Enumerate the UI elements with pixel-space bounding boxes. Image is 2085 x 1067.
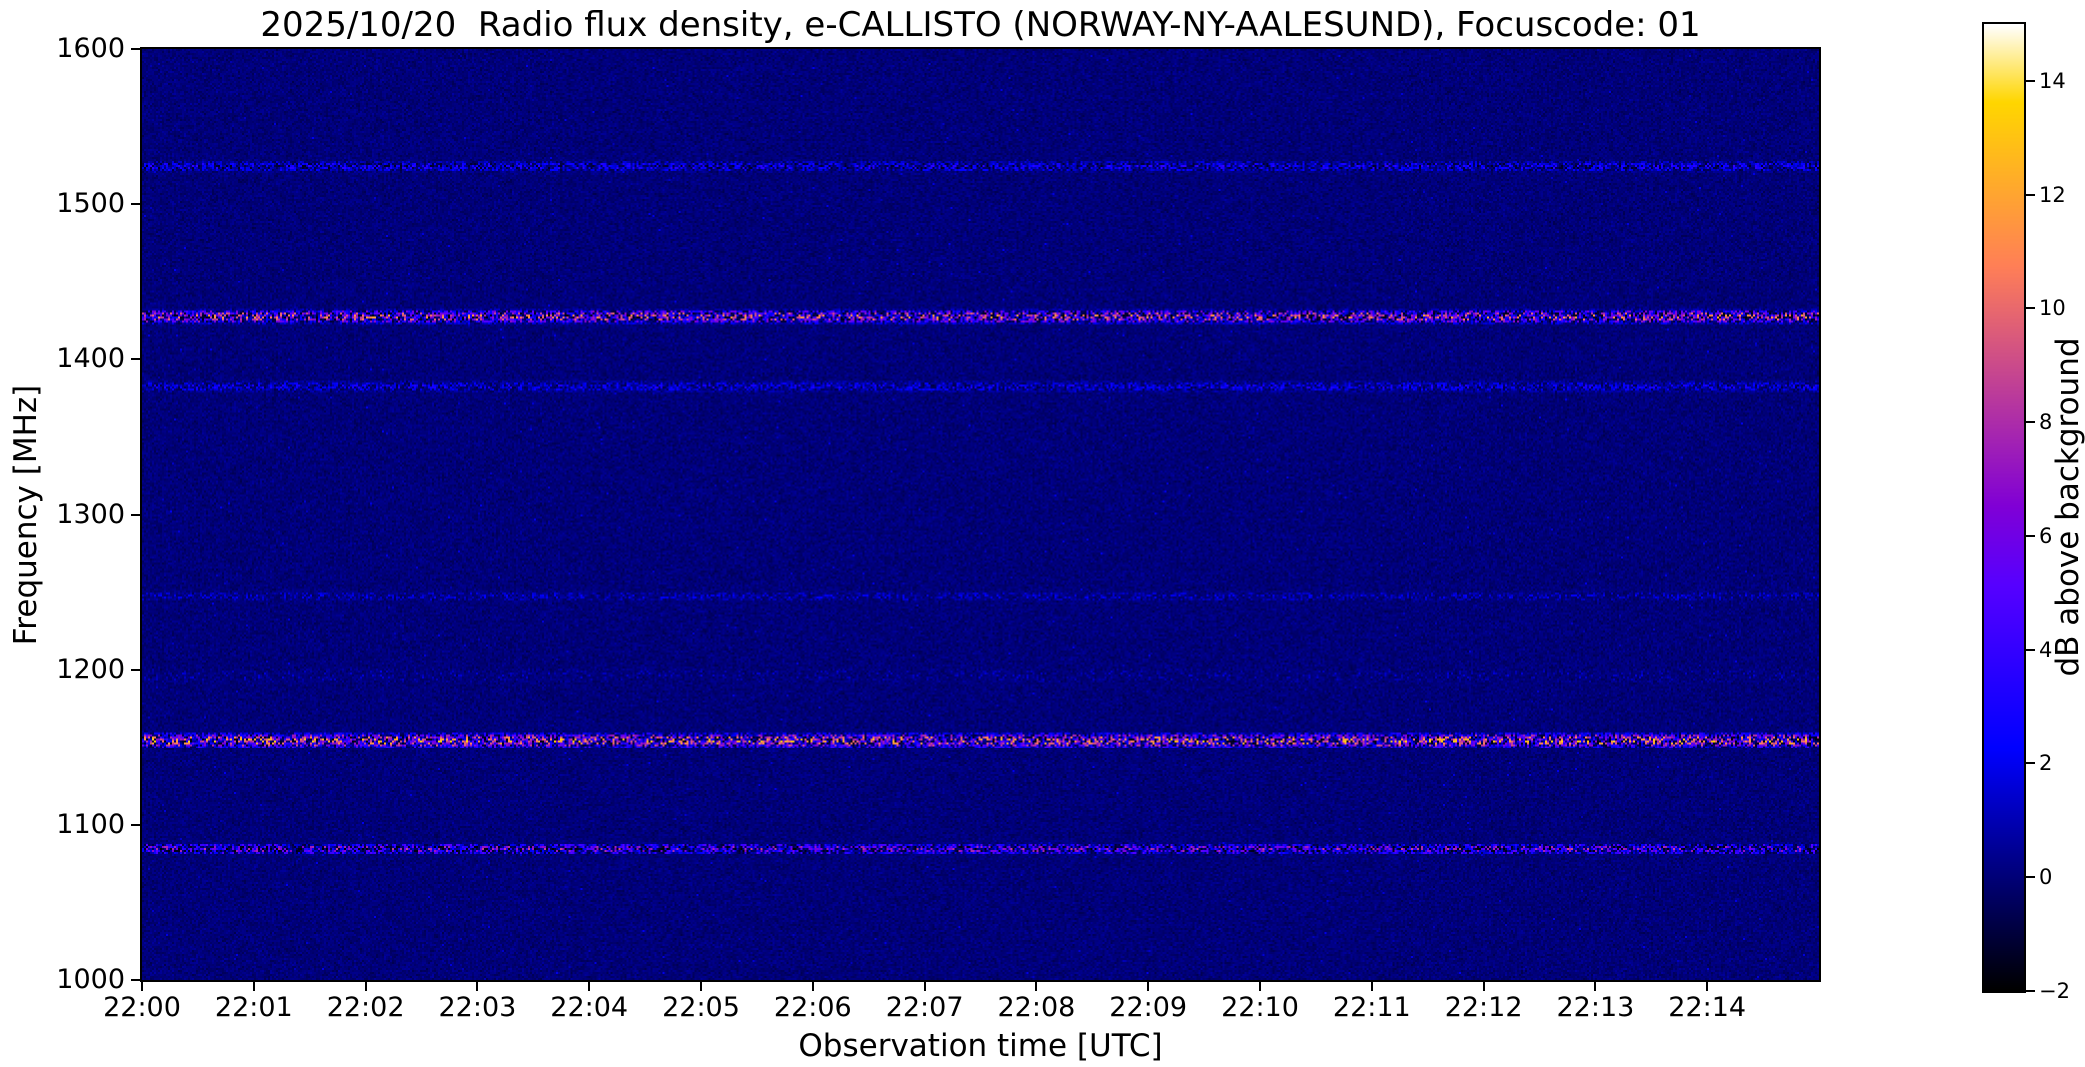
x-tick-label: 22:00 bbox=[103, 992, 181, 1023]
colorbar-tick-mark bbox=[2026, 990, 2035, 992]
plot-frame bbox=[140, 47, 1821, 982]
colorbar-tick-mark bbox=[2026, 876, 2035, 879]
x-tick-label: 22:09 bbox=[1109, 992, 1188, 1023]
x-tick-label: 22:08 bbox=[997, 992, 1076, 1023]
x-tick-mark bbox=[476, 982, 479, 991]
x-tick-mark bbox=[811, 982, 814, 991]
colorbar-tick-label: 14 bbox=[2039, 68, 2066, 93]
colorbar-tick-mark bbox=[2026, 421, 2035, 424]
x-tick-mark bbox=[252, 982, 255, 991]
x-axis-label: Observation time [UTC] bbox=[798, 1028, 1163, 1064]
x-tick-label: 22:07 bbox=[885, 992, 964, 1023]
spectrogram-canvas bbox=[142, 49, 1819, 980]
colorbar-canvas bbox=[1984, 24, 2024, 991]
y-tick-mark bbox=[131, 48, 140, 50]
x-tick-mark bbox=[1482, 982, 1485, 991]
x-tick-label: 22:10 bbox=[1221, 992, 1299, 1023]
colorbar-tick-label: 8 bbox=[2039, 410, 2053, 435]
y-tick-mark bbox=[131, 513, 140, 516]
x-tick-label: 22:14 bbox=[1668, 992, 1747, 1023]
colorbar-tick-label: 0 bbox=[2039, 865, 2053, 890]
y-tick-mark bbox=[131, 668, 140, 671]
x-tick-mark bbox=[1147, 982, 1150, 991]
x-tick-mark bbox=[1035, 982, 1038, 991]
colorbar-tick-mark bbox=[2026, 534, 2035, 537]
x-tick-label: 22:06 bbox=[773, 992, 852, 1023]
colorbar-frame bbox=[1982, 22, 2026, 993]
x-tick-mark bbox=[1594, 982, 1597, 991]
colorbar-tick-label: 2 bbox=[2039, 751, 2053, 776]
x-tick-mark bbox=[1706, 982, 1709, 991]
colorbar-tick-label: −2 bbox=[2039, 979, 2070, 1003]
x-tick-mark bbox=[364, 982, 367, 991]
x-tick-mark bbox=[1259, 982, 1261, 991]
y-tick-label: 1000 bbox=[56, 964, 125, 995]
x-tick-label: 22:13 bbox=[1556, 992, 1635, 1023]
y-tick-label: 1200 bbox=[56, 653, 125, 685]
x-tick-mark bbox=[141, 982, 143, 991]
colorbar-tick-label: 10 bbox=[2039, 296, 2066, 321]
y-tick-label: 1300 bbox=[56, 498, 125, 530]
chart-title: 2025/10/20 Radio flux density, e-CALLIST… bbox=[260, 5, 1701, 45]
y-tick-mark bbox=[131, 358, 140, 361]
x-tick-label: 22:01 bbox=[214, 992, 293, 1023]
y-tick-mark bbox=[131, 979, 140, 981]
y-tick-label: 1500 bbox=[56, 188, 125, 220]
colorbar-tick-mark bbox=[2026, 79, 2035, 82]
colorbar-tick-label: 12 bbox=[2039, 182, 2066, 207]
x-tick-mark bbox=[588, 982, 591, 991]
x-tick-mark bbox=[923, 982, 926, 991]
colorbar-tick-mark bbox=[2026, 762, 2035, 765]
x-tick-label: 22:11 bbox=[1332, 992, 1411, 1023]
x-tick-mark bbox=[700, 982, 702, 991]
x-tick-label: 22:12 bbox=[1444, 992, 1523, 1023]
y-tick-label: 1400 bbox=[56, 343, 125, 375]
x-tick-label: 22:04 bbox=[550, 992, 629, 1023]
y-tick-mark bbox=[131, 203, 140, 206]
x-tick-label: 22:05 bbox=[662, 992, 740, 1023]
x-tick-label: 22:03 bbox=[438, 992, 517, 1023]
y-tick-label: 1600 bbox=[56, 33, 125, 64]
y-tick-label: 1100 bbox=[56, 808, 125, 840]
colorbar-tick-mark bbox=[2026, 193, 2035, 196]
colorbar-tick-label: 6 bbox=[2039, 523, 2053, 548]
colorbar-tick-mark bbox=[2026, 648, 2035, 651]
x-tick-mark bbox=[1370, 982, 1373, 991]
colorbar-tick-mark bbox=[2026, 307, 2035, 310]
x-tick-label: 22:02 bbox=[326, 992, 405, 1023]
colorbar-tick-label: 4 bbox=[2039, 637, 2053, 662]
y-tick-mark bbox=[131, 823, 140, 826]
